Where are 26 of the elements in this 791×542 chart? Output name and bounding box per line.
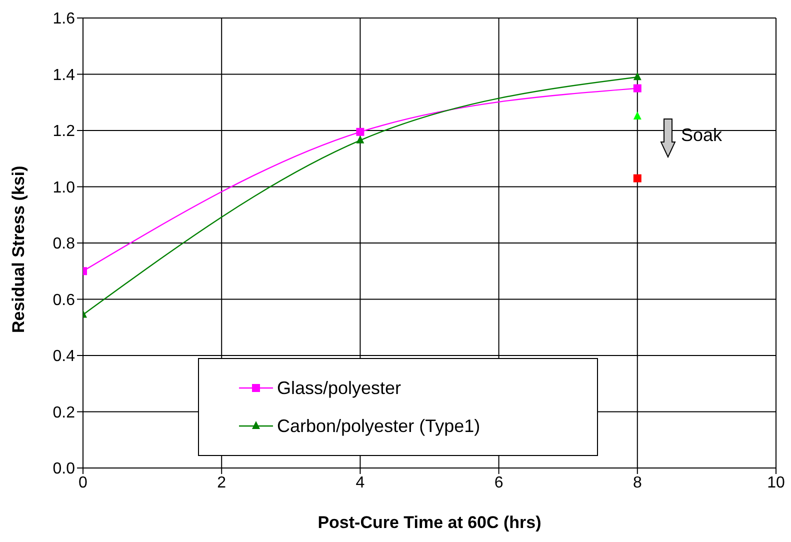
x-axis-title: Post-Cure Time at 60C (hrs) — [318, 513, 542, 532]
y-tick-label: 0.0 — [52, 460, 76, 478]
x-tick-label: 6 — [494, 474, 504, 492]
y-tick-label: 0.2 — [52, 404, 76, 422]
y-tick-label: 0.6 — [52, 292, 76, 309]
y-axis-title: Residual Stress (ksi) — [9, 166, 28, 333]
y-tick-label: 1.4 — [52, 66, 76, 84]
point — [633, 111, 642, 120]
x-tick-label: 4 — [356, 474, 365, 492]
point — [633, 72, 642, 80]
x-tick-label: 0 — [78, 474, 88, 492]
y-tick-label: 0.8 — [52, 236, 76, 253]
annotation: Soak — [681, 125, 722, 146]
y-tick-label: 1.6 — [52, 10, 76, 28]
y-tick-label: 1.2 — [52, 123, 76, 140]
point — [633, 174, 642, 182]
point — [356, 135, 364, 144]
point — [356, 128, 364, 136]
x-tick-label: 2 — [217, 474, 226, 492]
legend-label: Glass/polyester — [277, 378, 402, 398]
y-tick-label: 0.4 — [52, 348, 76, 366]
point — [633, 84, 642, 92]
x-tick-label: 8 — [632, 474, 642, 492]
legend-label: Carbon/polyester (Type1) — [277, 416, 480, 436]
y-tick-label: 1.0 — [52, 179, 76, 196]
x-tick-label: 10 — [767, 474, 785, 492]
